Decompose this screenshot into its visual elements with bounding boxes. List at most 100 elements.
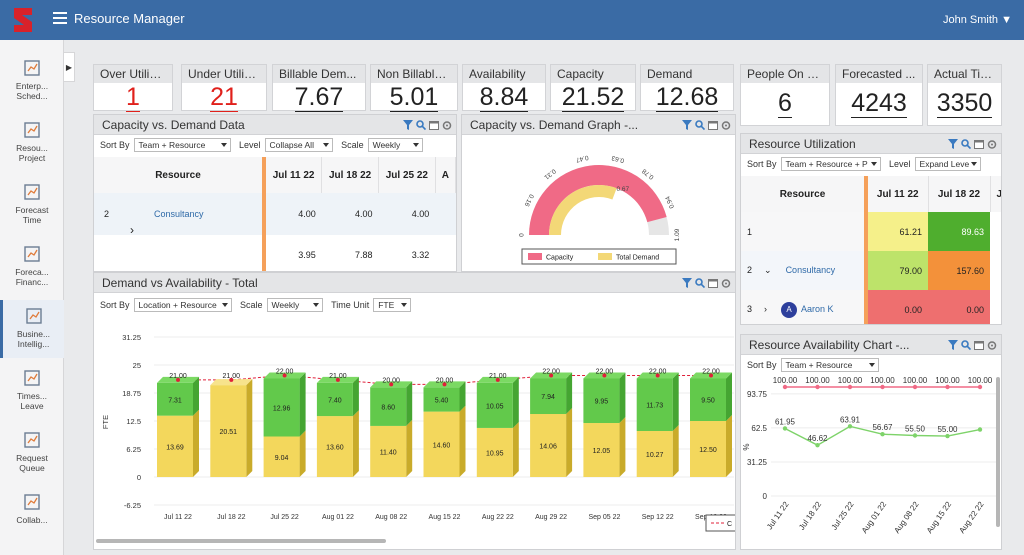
filter-icon[interactable] [682, 278, 692, 289]
minimize-icon[interactable] [708, 278, 718, 289]
kpi-tile[interactable]: Capacity 21.52 [550, 64, 636, 112]
sidebar-item[interactable]: Times... Leave [0, 362, 64, 420]
data-point [912, 384, 918, 390]
time-unit-select[interactable]: FTE [373, 298, 412, 312]
capacity-demand-data-panel: Capacity vs. Demand Data Sort By Team + R… [93, 114, 457, 272]
column-header-week[interactable]: Jul 25 22 [378, 157, 436, 193]
settings-icon[interactable] [987, 139, 997, 150]
sort-select[interactable]: Location + Resource [133, 298, 232, 312]
search-icon[interactable] [695, 278, 706, 289]
scale-select[interactable]: Weekly [266, 298, 323, 312]
search-icon[interactable] [416, 120, 427, 131]
expand-row-icon[interactable]: › [130, 223, 134, 237]
minimize-icon[interactable] [974, 139, 984, 150]
gauge-chart: 0 0.16 0.31 0.47 0.63 0.78 0.94 1.09 0.67 Capacit… [517, 154, 681, 265]
column-header-week[interactable]: Jul 18 22 [928, 176, 991, 212]
minimize-icon[interactable] [974, 340, 984, 351]
bar-side [459, 381, 466, 412]
x-tick-label: Aug 22 22 [482, 514, 514, 521]
table-row[interactable]: 1 61.21 89.63 [741, 212, 1001, 251]
search-icon[interactable] [961, 340, 972, 351]
sort-select[interactable]: Team + Resource [780, 358, 879, 372]
y-tick-label: 31.25 [122, 333, 141, 342]
table-row[interactable]: 2 Consultancy 4.00 4.00 4.00 [94, 193, 456, 235]
kpi-value: 6 [778, 89, 792, 118]
bar-value-label: 10.95 [486, 450, 504, 457]
kpi-tile[interactable]: Forecasted ... 4243 [835, 64, 923, 126]
expand-row-icon[interactable]: ⌄ [764, 265, 772, 275]
bar-side [672, 372, 679, 431]
kpi-tile[interactable]: Over Utilisa... 1 [93, 64, 173, 112]
hamburger-menu-icon[interactable] [53, 12, 67, 24]
data-label: 46.62 [807, 434, 828, 443]
level-select[interactable]: Collapse All [264, 138, 333, 152]
kpi-tile[interactable]: People On Be... 6 [740, 64, 830, 126]
sidebar-expand-icon[interactable]: ▶ [64, 52, 75, 82]
user-menu[interactable]: John Smith ▼ [943, 14, 1012, 26]
kpi-tile[interactable]: Billable Dem... 7.67 [272, 64, 366, 112]
scale-select[interactable]: Weekly [367, 138, 423, 152]
filter-icon[interactable] [403, 120, 413, 131]
column-header-week[interactable]: A [435, 157, 456, 193]
settings-icon[interactable] [987, 340, 997, 351]
level-label: Level [889, 159, 911, 169]
column-header-week[interactable]: Jul 11 22 [264, 157, 323, 193]
search-icon[interactable] [961, 139, 972, 150]
data-point [945, 433, 950, 439]
data-point [847, 384, 853, 390]
row-number: 3 [747, 303, 753, 314]
bar-side [459, 405, 466, 477]
minimize-icon[interactable] [429, 120, 439, 131]
sort-select[interactable]: Team + Resource + P [780, 157, 881, 171]
total-label: 22.00 [276, 368, 294, 375]
y-tick-label: 31.25 [747, 458, 768, 467]
chart-legend [705, 514, 735, 532]
kpi-tile[interactable]: Availability 8.84 [462, 64, 546, 112]
filter-icon[interactable] [948, 139, 958, 150]
kpi-value: 3350 [936, 89, 993, 118]
table-row[interactable]: › 3.95 7.88 3.32 [94, 223, 456, 271]
column-header-week[interactable]: Jul 18 22 [321, 157, 379, 193]
bar-segment [530, 378, 567, 415]
app-logo[interactable] [10, 6, 36, 34]
table-row[interactable]: 3 › A Aaron K 0.00 0.00 [741, 290, 1001, 324]
kpi-tile[interactable]: Actual Time 3350 [927, 64, 1002, 126]
sidebar-item[interactable]: Resou... Project [0, 114, 64, 172]
resource-name-link[interactable]: Aaron K [801, 303, 834, 314]
sidebar-item[interactable]: Collab... [0, 486, 64, 544]
settings-icon[interactable] [721, 278, 731, 289]
column-header-week[interactable]: J [990, 176, 1001, 212]
sidebar-item[interactable]: Enterp... Sched... [0, 52, 64, 110]
team-name-link[interactable]: Consultancy [154, 209, 204, 219]
kpi-tile[interactable]: Under Utilis... 21 [181, 64, 267, 112]
column-header-resource[interactable]: Resource [94, 157, 266, 193]
settings-icon[interactable] [442, 120, 452, 131]
kpi-tile[interactable]: Demand 12.68 [640, 64, 734, 112]
sidebar-item[interactable]: Busine... Intellig... [0, 300, 64, 358]
gauge-tick-label: 0.78 [641, 167, 656, 181]
filter-icon[interactable] [948, 340, 958, 351]
collaboration-icon [24, 494, 40, 510]
cell-value: 0.00 [866, 290, 928, 324]
data-label: 100.00 [968, 377, 993, 385]
column-header-resource[interactable]: Resource [741, 176, 868, 212]
column-header-week[interactable]: Jul 11 22 [866, 176, 929, 212]
filter-icon[interactable] [682, 120, 692, 131]
search-icon[interactable] [695, 120, 706, 131]
level-select[interactable]: Expand Leve [914, 157, 981, 171]
bar-value-label: 8.60 [381, 405, 395, 412]
kpi-tile[interactable]: Non Billable ... 5.01 [370, 64, 458, 112]
table-row[interactable]: 2 ⌄ Consultancy 79.00 157.60 [741, 251, 1001, 290]
sidebar-item[interactable]: Request Queue [0, 424, 64, 482]
expand-row-icon[interactable]: › [764, 303, 768, 314]
sidebar-item[interactable]: Foreca... Financ... [0, 238, 64, 296]
resource-name-link[interactable]: Consultancy [785, 265, 836, 275]
minimize-icon[interactable] [708, 120, 718, 131]
cell-value: 61.21 [866, 212, 928, 251]
settings-icon[interactable] [721, 120, 731, 131]
sidebar-item-label: Leave [20, 401, 44, 411]
sort-select[interactable]: Team + Resource [133, 138, 231, 152]
kpi-value: 8.84 [479, 83, 529, 112]
sidebar-item[interactable]: Forecast Time [0, 176, 64, 234]
bar-side [619, 417, 626, 477]
